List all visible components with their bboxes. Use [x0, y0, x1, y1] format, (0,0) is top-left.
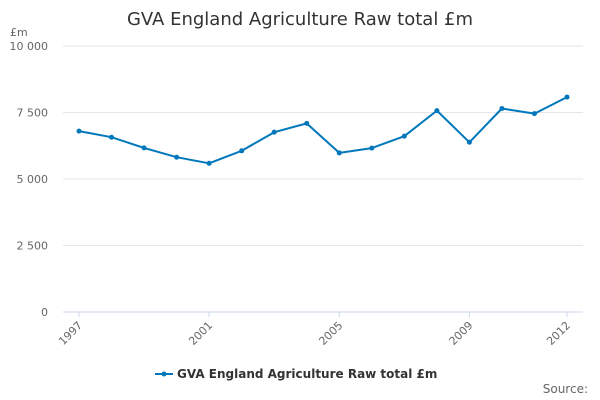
- data-point[interactable]: [336, 150, 342, 156]
- series-layer: [76, 94, 570, 166]
- x-tick-label: 2005: [316, 319, 345, 348]
- data-point[interactable]: [109, 134, 115, 140]
- data-point[interactable]: [531, 111, 537, 117]
- data-point[interactable]: [499, 106, 505, 112]
- y-axis-ticks: 0 2 500 5 000 7 500 10 000: [10, 40, 49, 319]
- data-point[interactable]: [206, 160, 212, 166]
- data-point[interactable]: [141, 145, 147, 151]
- y-axis-unit-label: £m: [10, 26, 28, 39]
- x-tick-label: 1997: [56, 319, 85, 348]
- chart-title: GVA England Agriculture Raw total £m: [127, 9, 473, 30]
- y-tick-label: 0: [41, 306, 48, 319]
- y-tick-label: 5 000: [17, 173, 49, 186]
- x-tick-label: 2009: [447, 319, 476, 348]
- data-point[interactable]: [271, 129, 277, 135]
- y-tick-label: 7 500: [17, 107, 49, 120]
- data-point[interactable]: [76, 128, 82, 134]
- data-point[interactable]: [466, 139, 472, 145]
- data-point[interactable]: [304, 120, 310, 126]
- data-point[interactable]: [369, 145, 375, 151]
- data-point[interactable]: [434, 108, 440, 114]
- x-tick-label: 2001: [186, 319, 215, 348]
- y-tick-label: 10 000: [10, 40, 49, 53]
- data-point[interactable]: [174, 154, 180, 160]
- x-tick-label: 2012: [544, 319, 573, 348]
- y-tick-label: 2 500: [17, 240, 49, 253]
- legend-label: GVA England Agriculture Raw total £m: [177, 367, 437, 381]
- data-point[interactable]: [401, 133, 407, 139]
- data-point[interactable]: [239, 148, 245, 154]
- source-label: Source:: [543, 382, 588, 396]
- legend[interactable]: GVA England Agriculture Raw total £m: [155, 367, 437, 381]
- legend-marker-swatch: [161, 371, 167, 377]
- x-axis-ticks: 1997 2001 2005 2009 2012: [56, 312, 573, 348]
- data-point[interactable]: [564, 94, 570, 100]
- gridlines: [63, 45, 583, 246]
- series-line[interactable]: [78, 96, 568, 165]
